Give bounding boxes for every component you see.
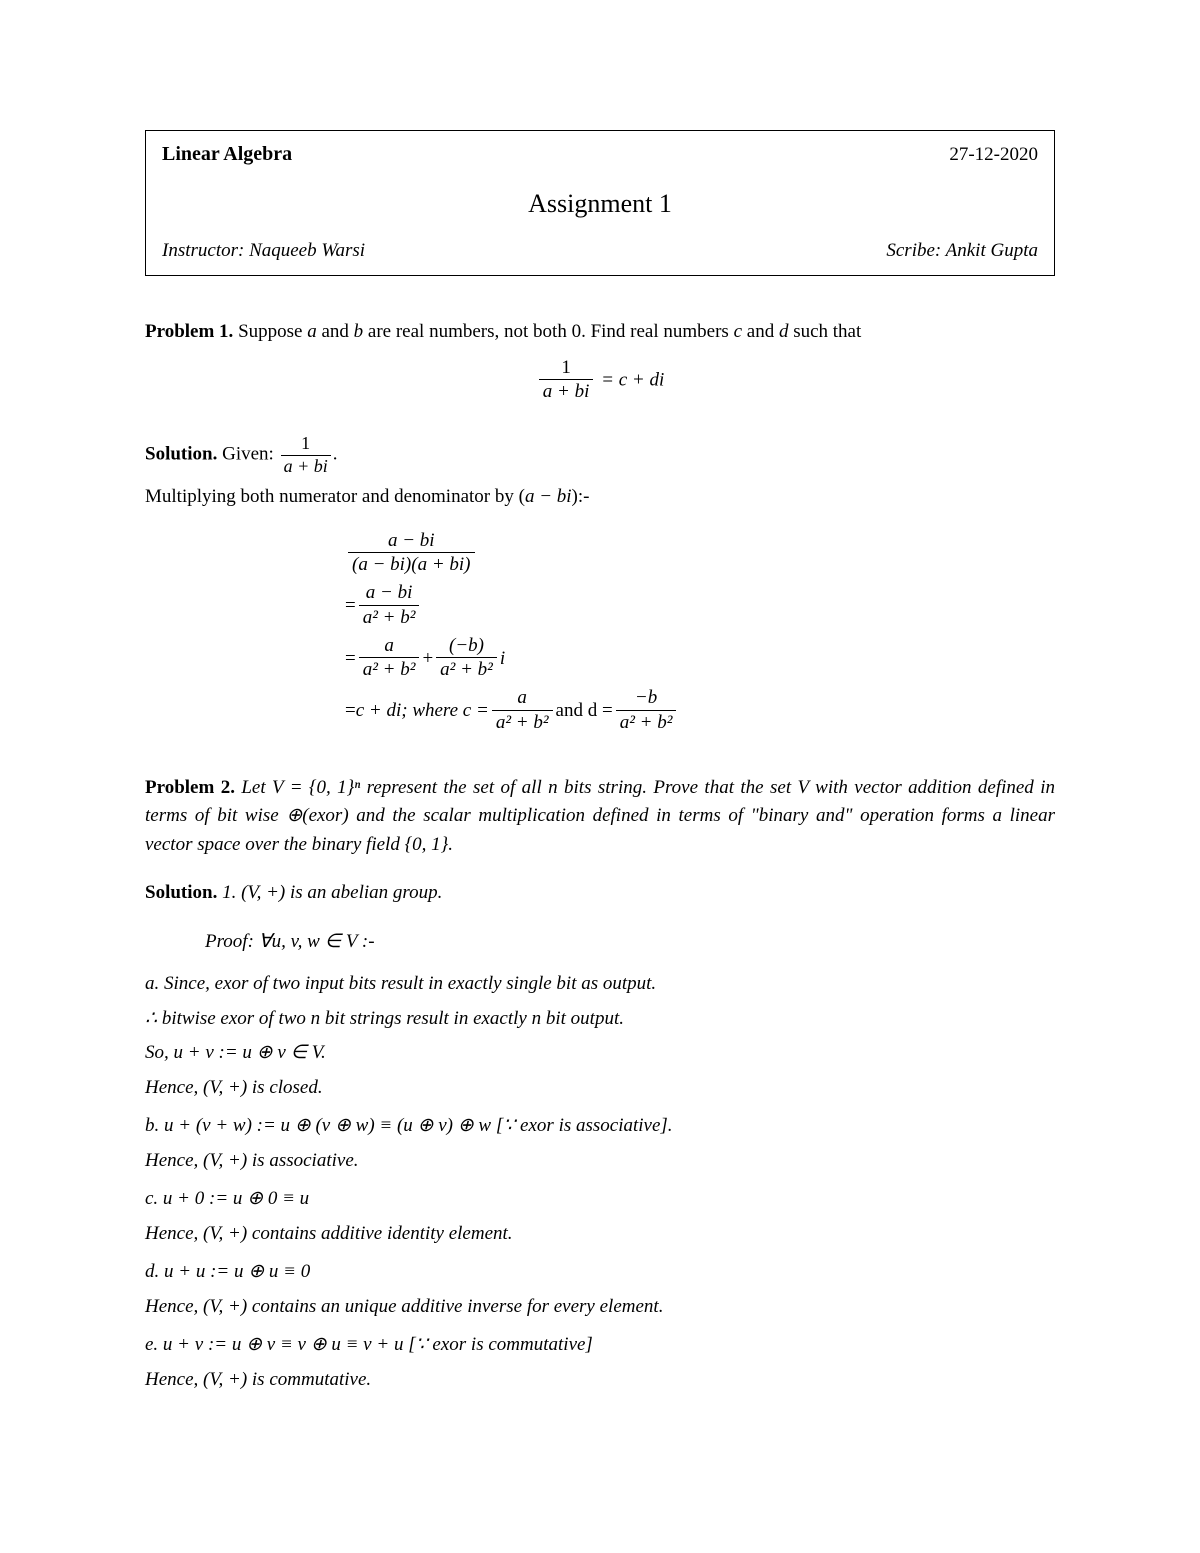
s2-d2: Hence, (V, +) contains an unique additiv… (145, 1293, 1055, 1322)
p1-frac-num: 1 (557, 357, 575, 380)
header-bottom-row: Instructor: Naqueeb Warsi Scribe: Ankit … (162, 237, 1038, 266)
s1-deriv-line1: a − bi (a − bi)(a + bi) (345, 530, 1055, 578)
s2-proof-label: Proof: ∀u, v, w ∈ V :- (205, 928, 1055, 957)
s2-c2: Hence, (V, +) contains additive identity… (145, 1220, 1055, 1249)
s2-c1: c. u + 0 := u ⊕ 0 ≡ u (145, 1185, 1055, 1214)
s1-l4-text: c + di; where c = (356, 697, 489, 726)
s1-given-num: 1 (298, 433, 313, 455)
s1-given-frac: 1a + bi (281, 433, 331, 477)
s2-b1: b. u + (v + w) := u ⊕ (v ⊕ w) ≡ (u ⊕ v) … (145, 1112, 1055, 1141)
s1-l3-i: i (500, 645, 505, 674)
s2-a2: ∴ bitwise exor of two n bit strings resu… (145, 1005, 1055, 1034)
problem-2-statement: Problem 2. Let V = {0, 1}ⁿ represent the… (145, 774, 1055, 860)
s1-l3-den1: a² + b² (359, 657, 420, 683)
s2-e1: e. u + v := u ⊕ v ≡ v ⊕ u ≡ v + u [∵ exo… (145, 1331, 1055, 1360)
s1-l1-num: a − bi (384, 530, 439, 553)
s1-l4-num2: −b (631, 687, 661, 710)
s2-item-b: b. u + (v + w) := u ⊕ (v ⊕ w) ≡ (u ⊕ v) … (145, 1112, 1055, 1175)
header-top-row: Linear Algebra 27-12-2020 (162, 139, 1038, 170)
s2-a3: So, u + v := u ⊕ v ∈ V. (145, 1039, 1055, 1068)
s1-l3-num1: a (380, 635, 398, 658)
s2-d1: d. u + u := u ⊕ u ≡ 0 (145, 1258, 1055, 1287)
s1-period: . (333, 443, 338, 464)
p1-a: a (307, 321, 317, 342)
s2-item-d: d. u + u := u ⊕ u ≡ 0 Hence, (V, +) cont… (145, 1258, 1055, 1321)
s1-l2-num: a − bi (362, 582, 417, 605)
p1-text2: and (317, 321, 354, 342)
date: 27-12-2020 (949, 141, 1038, 170)
s1-deriv-line4: = c + di; where c = a a² + b² and d = −b… (345, 687, 1055, 735)
s2-item-e: e. u + v := u ⊕ v ≡ v ⊕ u ≡ v + u [∵ exo… (145, 1331, 1055, 1394)
s1-l3-plus: + (422, 645, 433, 674)
problem-2-label: Problem 2. (145, 777, 235, 798)
s1-mult2: ):- (572, 486, 590, 507)
s1-deriv-line3: = a a² + b² + (−b) a² + b² i (345, 635, 1055, 683)
s1-l3-den2: a² + b² (436, 657, 497, 683)
s1-l4-and: and d = (556, 697, 613, 726)
p1-b: b (354, 321, 364, 342)
assignment-title: Assignment 1 (162, 184, 1038, 223)
s1-l4-den1: a² + b² (492, 710, 553, 736)
s2-item-c: c. u + 0 := u ⊕ 0 ≡ u Hence, (V, +) cont… (145, 1185, 1055, 1248)
p1-eq-rhs: = c + di (601, 369, 664, 390)
p2-text: Let V = {0, 1}ⁿ represent the set of all… (145, 777, 1055, 855)
p1-equation: 1 a + bi = c + di (145, 357, 1055, 405)
problem-2: Problem 2. Let V = {0, 1}ⁿ represent the… (145, 774, 1055, 860)
s2-a1: a. Since, exor of two input bits result … (145, 970, 1055, 999)
s2-item1-text: 1. (V, +) is an abelian group. (217, 882, 442, 903)
p1-text5: such that (788, 321, 861, 342)
s1-given-den: a + bi (281, 455, 331, 478)
scribe-label: Scribe: Ankit Gupta (886, 237, 1038, 266)
s1-l3-num2: (−b) (445, 635, 488, 658)
s1-mult-expr: a − bi (525, 486, 572, 507)
solution-2-label: Solution. (145, 882, 217, 903)
solution-1: Solution. Given: 1a + bi. Multiplying bo… (145, 433, 1055, 736)
problem-1-statement: Problem 1. Suppose a and b are real numb… (145, 318, 1055, 347)
s1-deriv-line2: = a − bi a² + b² (345, 582, 1055, 630)
solution-1-given: Solution. Given: 1a + bi. (145, 433, 1055, 477)
p1-text4: and (742, 321, 779, 342)
instructor-label: Instructor: Naqueeb Warsi (162, 237, 365, 266)
s1-l1-den: (a − bi)(a + bi) (348, 552, 475, 578)
s1-l4-eq: = (345, 697, 356, 726)
s2-item1: Solution. 1. (V, +) is an abelian group. (145, 879, 1055, 908)
s1-l2-den: a² + b² (359, 605, 420, 631)
solution-2: Solution. 1. (V, +) is an abelian group.… (145, 879, 1055, 1394)
s1-derivation: a − bi (a − bi)(a + bi) = a − bi a² + b²… (345, 530, 1055, 736)
p1-text1: Suppose (238, 321, 307, 342)
problem-1-label: Problem 1. (145, 321, 233, 342)
s2-b2: Hence, (V, +) is associative. (145, 1147, 1055, 1176)
s1-l2-eq: = (345, 592, 356, 621)
s1-l4-num1: a (513, 687, 531, 710)
p1-frac: 1 a + bi (539, 357, 594, 405)
s1-l3-eq: = (345, 645, 356, 674)
header-box: Linear Algebra 27-12-2020 Assignment 1 I… (145, 130, 1055, 276)
s2-item-a: a. Since, exor of two input bits result … (145, 970, 1055, 1102)
s1-mult1: Multiplying both numerator and denominat… (145, 486, 525, 507)
s1-l4-den2: a² + b² (616, 710, 677, 736)
s2-e2: Hence, (V, +) is commutative. (145, 1366, 1055, 1395)
solution-1-label: Solution. (145, 443, 217, 464)
s1-mult-text: Multiplying both numerator and denominat… (145, 483, 1055, 512)
course-name: Linear Algebra (162, 139, 292, 169)
p1-frac-den: a + bi (539, 379, 594, 405)
problem-1: Problem 1. Suppose a and b are real numb… (145, 318, 1055, 405)
p1-text3: are real numbers, not both 0. Find real … (363, 321, 733, 342)
p1-c: c (734, 321, 742, 342)
s2-a4: Hence, (V, +) is closed. (145, 1074, 1055, 1103)
s1-given-text: Given: (217, 443, 278, 464)
